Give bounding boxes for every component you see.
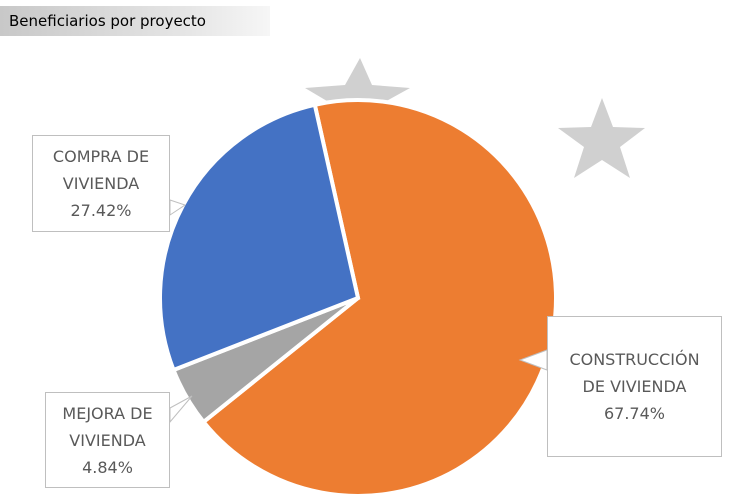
data-label: CONSTRUCCIÓN DE VIVIENDA 67.74% (547, 316, 722, 457)
data-label: COMPRA DE VIVIENDA 27.42% (32, 135, 170, 232)
category-label: CONSTRUCCIÓN DE VIVIENDA (569, 350, 700, 396)
star-decoration (558, 98, 645, 178)
category-label: COMPRA DE VIVIENDA (52, 147, 150, 193)
data-label: MEJORA DE VIVIENDA 4.84% (45, 392, 170, 488)
percent-label: 4.84% (82, 457, 133, 477)
category-label: MEJORA DE VIVIENDA (62, 403, 153, 450)
chart-title: Beneficiarios por proyecto (0, 6, 270, 36)
percent-label: 27.42% (70, 201, 132, 220)
star-decoration (305, 58, 410, 104)
percent-label: 67.74% (603, 404, 665, 423)
callout-pointer (169, 395, 193, 424)
callout-pointer (169, 199, 187, 216)
